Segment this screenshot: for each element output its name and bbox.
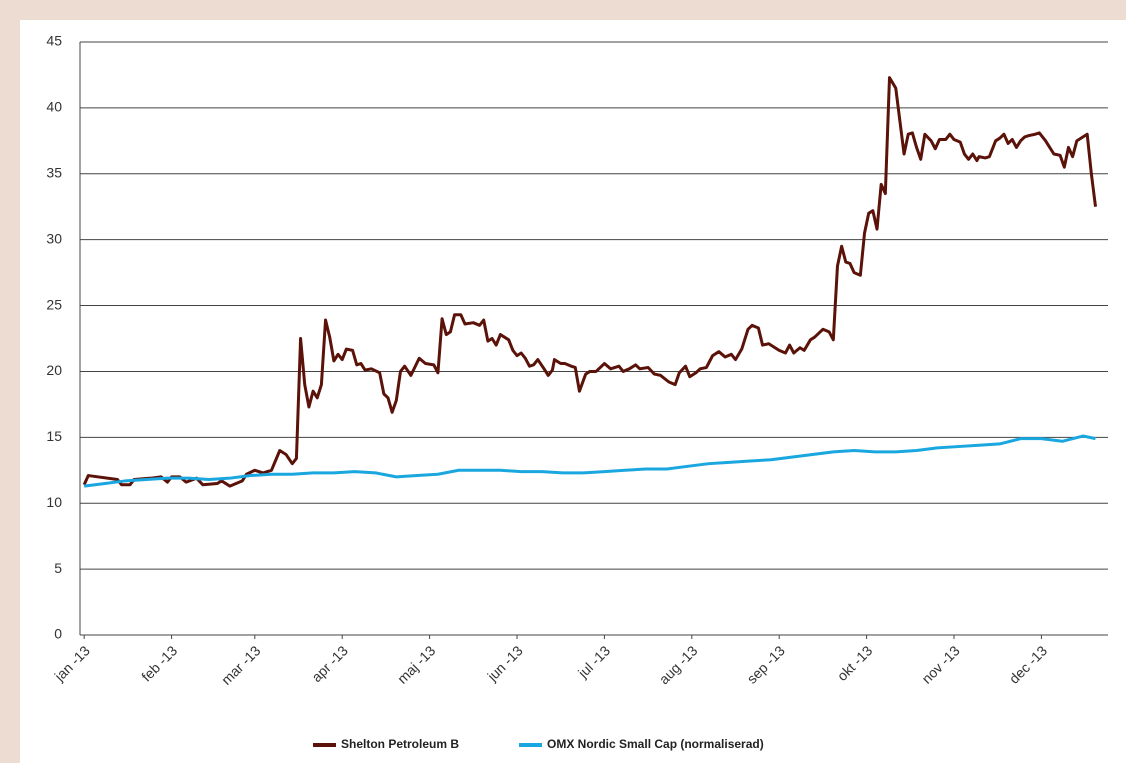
chart-panel [20,20,1126,763]
series-line [82,76,1097,488]
y-tick-label: 10 [46,494,62,510]
y-tick-label: 15 [46,428,62,444]
y-tick-label: 30 [46,230,62,246]
y-tick-label: 0 [54,626,62,642]
y-tick-label: 25 [46,296,62,312]
legend-label: Shelton Petroleum B [341,737,459,751]
y-tick-label: 5 [54,560,62,576]
y-tick-label: 45 [46,33,62,49]
legend-label: OMX Nordic Small Cap (normaliserad) [547,737,764,751]
series-line [83,434,1096,488]
y-tick-label: 35 [46,164,62,180]
y-tick-label: 40 [46,99,62,115]
y-tick-label: 20 [46,362,62,378]
